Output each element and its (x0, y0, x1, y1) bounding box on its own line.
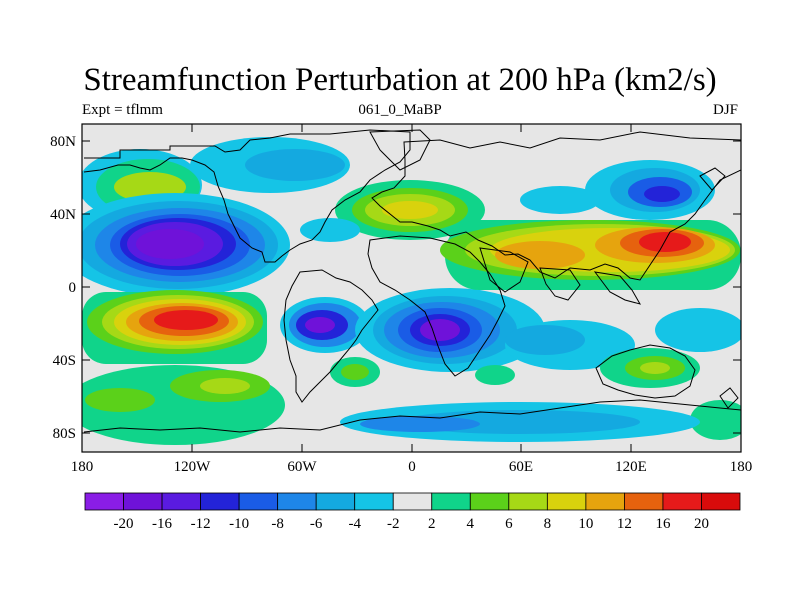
colorbar-swatch (123, 492, 163, 511)
colorbar-label: 6 (505, 516, 513, 532)
colorbar-swatch (238, 492, 279, 511)
colorbar-swatch (624, 492, 664, 511)
africa-low (355, 288, 545, 372)
colorbar-swatch (354, 492, 394, 511)
asia-high-band (440, 220, 741, 290)
colorbar-swatch (161, 492, 201, 511)
colorbar-swatch (469, 492, 510, 511)
lon-label-120w: 120W (174, 459, 212, 475)
lat-label-40n: 40N (50, 207, 76, 223)
lat-label-40s: 40S (53, 353, 76, 369)
contour-fill-layer (82, 124, 741, 452)
lon-label-180w: 180 (71, 459, 94, 475)
colorbar-swatch (508, 492, 548, 511)
colorbar-swatch (662, 492, 702, 511)
greenland-outline (369, 129, 431, 171)
colorbar (84, 492, 741, 511)
colorbar-swatch (546, 492, 587, 511)
colorbar-label: 16 (655, 516, 671, 532)
lon-label-60e: 60E (509, 459, 533, 475)
colorbar-label: 12 (617, 516, 632, 532)
west-pacific-cyan (655, 308, 741, 352)
australia-outline (595, 344, 696, 399)
colorbar-swatch (277, 492, 317, 511)
lon-tick-marks (81, 124, 742, 452)
southeast-asia-outline (593, 271, 642, 305)
colorbar-swatch (701, 492, 741, 511)
colorbar-label: -16 (152, 516, 172, 532)
europe-high (335, 180, 485, 240)
colorbar-swatch (431, 492, 471, 511)
lat-label-80n: 80N (50, 134, 76, 150)
south-pacific-high (82, 290, 267, 364)
colorbar-label: -10 (229, 516, 249, 532)
colorbar-label: -6 (310, 516, 323, 532)
lon-label-120e: 120E (615, 459, 647, 475)
colorbar-label: -8 (271, 516, 284, 532)
land-outlines (83, 129, 741, 433)
colorbar-labels: -20 -16 -12 -10 -8 -6 -4 -2 2 4 6 8 10 12 16 20 (114, 516, 709, 532)
colorbar-label: 2 (428, 516, 436, 532)
na-blue-region (245, 149, 345, 181)
case-label: 061_0_MaBP (358, 102, 442, 118)
lon-label-60w: 60W (287, 459, 317, 475)
lon-label-0: 0 (408, 459, 416, 475)
lon-label-180e: 180 (730, 459, 753, 475)
colorbar-swatch (585, 492, 625, 511)
colorbar-label: -12 (191, 516, 211, 532)
north-america-outline (83, 129, 411, 263)
colorbar-label: -4 (348, 516, 361, 532)
northeast-asia-low (585, 160, 715, 220)
colorbar-label: 20 (694, 516, 709, 532)
colorbar-swatch (200, 492, 240, 511)
lon-tick-labels: 180 120W 60W 0 60E 120E 180 (71, 459, 753, 475)
colorbar-label: 8 (544, 516, 552, 532)
south-africa-green (475, 365, 515, 385)
colorbar-swatch (392, 492, 433, 511)
experiment-label: Expt = tflmm (82, 102, 163, 118)
chart-title: Streamfunction Perturbation at 200 hPa (… (83, 62, 717, 98)
lat-label-0: 0 (69, 280, 77, 296)
colorbar-swatch (84, 492, 124, 511)
indian-ocean-blue (505, 325, 585, 355)
lat-tick-marks (82, 140, 741, 434)
lat-tick-labels: 80N 40N 0 40S 80S (50, 134, 76, 442)
new-zealand-outline (719, 387, 739, 409)
central-asia-cyan (520, 186, 600, 214)
colorbar-label: 10 (578, 516, 593, 532)
atlantic-cyan-patch (300, 218, 360, 242)
antarctica-outline (83, 399, 741, 433)
east-pacific-low (82, 193, 290, 297)
southern-ocean-green (690, 400, 741, 440)
eurasia-outline (371, 131, 741, 281)
colorbar-label: -2 (387, 516, 400, 532)
colorbar-label: 4 (467, 516, 475, 532)
season-label: DJF (712, 102, 738, 118)
colorbar-label: -20 (114, 516, 134, 532)
lat-label-80s: 80S (53, 426, 76, 442)
colorbar-swatch (315, 492, 356, 511)
south-atlantic-green (330, 357, 380, 387)
africa-outline (367, 235, 506, 377)
southern-ocean-low (340, 402, 700, 442)
south-america-outline (283, 269, 379, 403)
arabia-outline (479, 247, 529, 293)
kamchatka-outline (699, 167, 726, 191)
australia-green (600, 348, 700, 388)
india-outline (539, 267, 581, 301)
south-america-low (280, 297, 370, 353)
southern-green-band (82, 365, 285, 445)
